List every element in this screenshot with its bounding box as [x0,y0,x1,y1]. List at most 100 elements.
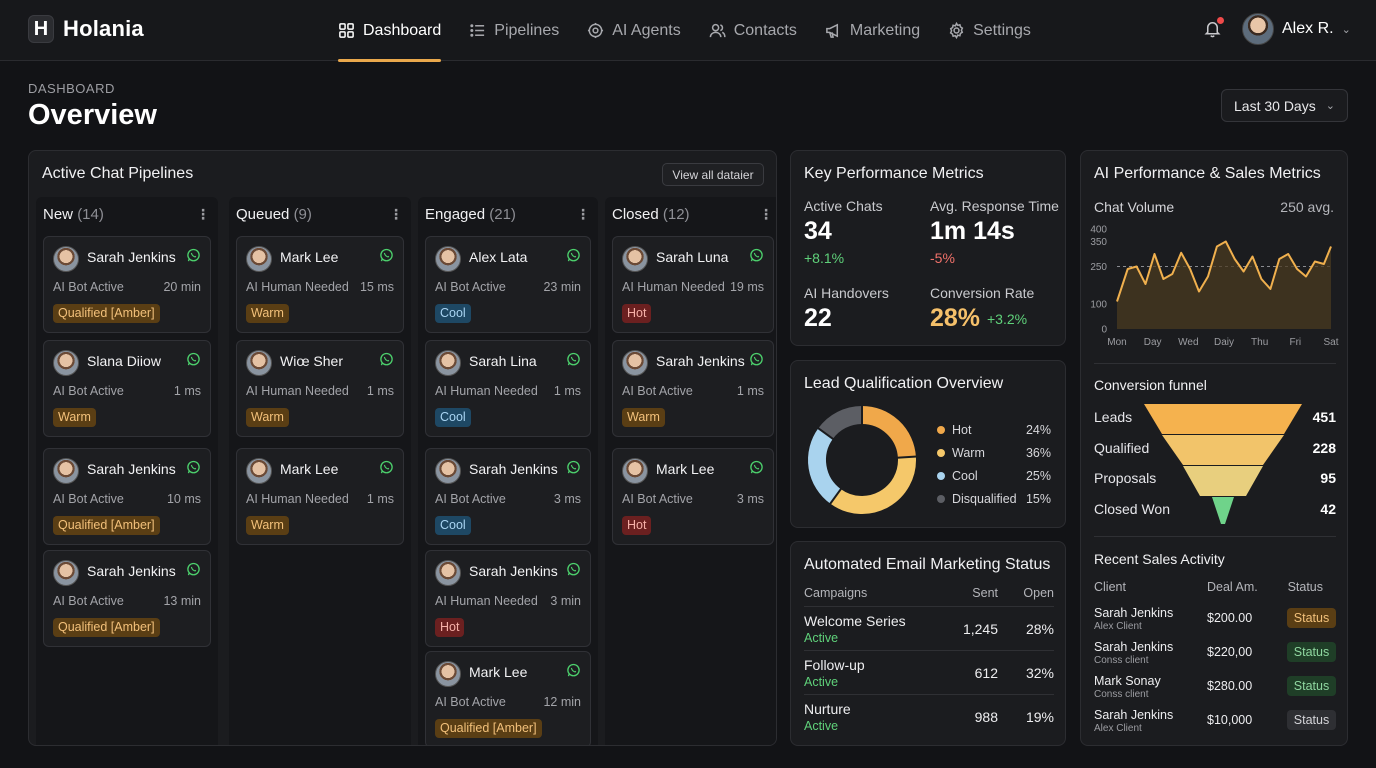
nav-contacts[interactable]: Contacts [709,0,797,61]
campaign-row[interactable]: Welcome Series Active 1,245 28% [804,606,1054,650]
x-tick-label: Daiy [1214,337,1234,348]
client-name: Mark Sonay [1094,674,1161,688]
chat-card[interactable]: Slana Diiow AI Bot Active 1 ms Warm [43,340,211,437]
contact-name: Wiœ Sher [280,353,343,369]
nav-pipelines[interactable]: Pipelines [469,0,559,61]
chat-time: 1 ms [553,384,581,398]
slice-gap [828,487,843,506]
lead-donut-chart [808,405,917,514]
legend-label: Warm [952,445,985,460]
whatsapp-icon[interactable] [379,460,394,475]
avatar [246,458,272,484]
whatsapp-icon[interactable] [566,562,581,577]
chat-time: 1 ms [736,384,764,398]
chat-status: AI Bot Active [622,384,693,398]
sales-row[interactable]: Mark Sonay Conss client $280.00 Status [1094,673,1336,707]
nav-ai-agents[interactable]: AI Agents [587,0,681,61]
campaign-open: 28% [1025,621,1054,637]
more-menu-icon[interactable]: ⋮ [389,206,403,222]
view-all-button[interactable]: View all dataier [662,163,764,186]
whatsapp-icon[interactable] [379,248,394,263]
pipeline-column-engaged: Engaged (21) ⋮ Alex Lata AI Bot Active 23 mi… [418,197,598,745]
list-icon [470,24,485,37]
whatsapp-icon[interactable] [379,352,394,367]
open-header: Open [1023,586,1054,600]
more-menu-icon[interactable]: ⋮ [759,206,773,222]
column-count: (12) [662,206,690,223]
chat-card[interactable]: Sarah Jenkins AI Bot Active 10 ms Qualified… [43,448,211,545]
column-title: Queued (9) [236,206,312,223]
whatsapp-icon[interactable] [186,248,201,263]
status-badge[interactable]: Status [1287,676,1336,696]
deal-amount: $10,000 [1207,713,1253,727]
chat-status: AI Bot Active [53,594,124,608]
more-menu-icon[interactable]: ⋮ [576,206,590,222]
response-time-value: 1m 14s [930,217,1015,245]
chat-card[interactable]: Wiœ Sher AI Human Needed 1 ms Warm [236,340,404,437]
chat-card[interactable]: Sarah Jenkins AI Bot Active 1 ms Warm [612,340,774,437]
funnel-stage-label: Closed Won [1094,501,1171,517]
x-tick-label: Sat [1323,337,1338,348]
lead-tag: Warm [246,516,289,535]
status-badge[interactable]: Status [1287,608,1336,628]
lead-tag: Warm [622,408,665,427]
campaign-row[interactable]: Nurture Active 988 19% [804,694,1054,738]
x-tick-label: Wed [1178,337,1198,348]
sales-row[interactable]: Sarah Jenkins Conss client $220,00 Status [1094,639,1336,673]
funnel-stage-row: Proposals 95 [1094,470,1336,490]
chat-card[interactable]: Sarah Jenkins AI Bot Active 20 min Qualifie… [43,236,211,333]
chat-status: AI Human Needed [622,280,725,294]
column-count: (14) [77,206,104,223]
chat-card[interactable]: Mark Lee AI Human Needed 1 ms Warm [236,448,404,545]
status-badge[interactable]: Status [1287,710,1336,730]
contact-name: Sarah Jenkins [87,563,176,579]
whatsapp-icon[interactable] [186,460,201,475]
app-logo[interactable]: H Holania [28,15,144,43]
notifications-button[interactable] [1203,17,1224,39]
chat-card[interactable]: Sarah Jenkins AI Human Needed 3 min Hot [425,550,591,647]
chat-status: AI Bot Active [435,280,506,294]
chat-card[interactable]: Mark Lee AI Human Needed 15 ms Warm [236,236,404,333]
whatsapp-icon[interactable] [186,562,201,577]
slice-gap [816,426,835,441]
avatar [435,350,461,376]
chat-card[interactable]: Mark Lee AI Bot Active 12 min Qualified [Am… [425,651,591,745]
chat-card[interactable]: Sarah Lina AI Human Needed 1 ms Cool [425,340,591,437]
nav-settings[interactable]: Settings [948,0,1031,61]
whatsapp-icon[interactable] [566,248,581,263]
whatsapp-icon[interactable] [566,352,581,367]
chat-card[interactable]: Mark Lee AI Bot Active 3 ms Hot [612,448,774,545]
whatsapp-icon[interactable] [186,352,201,367]
top-bar: H Holania Dashboard Pipelines AI Agents … [0,0,1376,62]
chat-status: AI Human Needed [435,594,538,608]
whatsapp-icon[interactable] [749,248,764,263]
whatsapp-icon[interactable] [566,460,581,475]
campaign-sent: 1,245 [962,621,998,637]
whatsapp-icon[interactable] [566,663,581,678]
legend-dot [937,448,945,457]
nav-dashboard[interactable]: Dashboard [338,0,442,62]
active-chats-delta: +8.1% [804,250,845,266]
client-name: Sarah Jenkins [1094,708,1174,722]
user-menu[interactable]: Alex R. ⌄ [1242,13,1351,45]
whatsapp-icon[interactable] [749,352,764,367]
contact-name: Sarah Jenkins [469,461,558,477]
whatsapp-icon[interactable] [749,460,764,475]
avatar [53,246,79,272]
chat-card[interactable]: Sarah Jenkins AI Bot Active 13 min Qualifie… [43,550,211,647]
campaign-row[interactable]: Follow-up Active 612 32% [804,650,1054,694]
more-menu-icon[interactable]: ⋮ [196,206,210,222]
sales-table-header: Client Deal Am. Status [1094,580,1336,594]
chat-card[interactable]: Alex Lata AI Bot Active 23 min Cool [425,236,591,333]
chat-time: 1 ms [173,384,201,398]
sales-row[interactable]: Sarah Jenkins Alex Client $10,000 Status [1094,707,1336,741]
legend-value: 36% [1025,445,1051,460]
chat-card[interactable]: Sarah Luna AI Human Needed 19 ms Hot [612,236,774,333]
status-badge[interactable]: Status [1287,642,1336,662]
legend-label: Hot [952,422,972,437]
nav-marketing[interactable]: Marketing [825,0,920,61]
column-title: Closed (12) [612,206,690,223]
sales-row[interactable]: Sarah Jenkins Alex Client $200.00 Status [1094,605,1336,639]
date-range-select[interactable]: Last 30 Days ⌄ [1221,89,1348,122]
chat-card[interactable]: Sarah Jenkins AI Bot Active 3 ms Cool [425,448,591,545]
